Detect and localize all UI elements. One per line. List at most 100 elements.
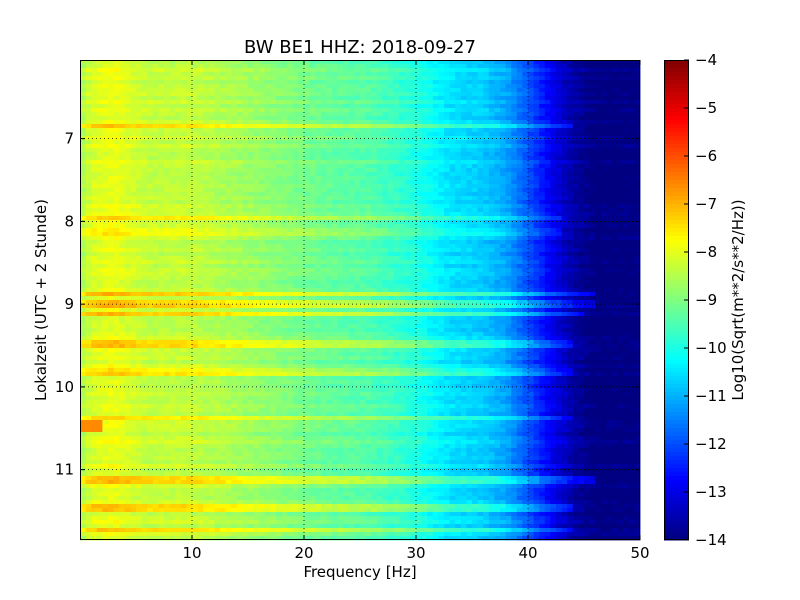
heatmap-cell [365, 240, 372, 245]
heatmap-cell [108, 76, 114, 81]
heatmap-cell [460, 212, 467, 217]
heatmap-cell [248, 140, 254, 145]
heatmap-cell [281, 252, 288, 257]
heatmap-cell [483, 76, 490, 81]
heatmap-cell [236, 220, 243, 225]
heatmap-cell [264, 220, 271, 225]
heatmap-cell [96, 80, 103, 85]
heatmap-cell [589, 60, 596, 65]
heatmap-cell [304, 164, 310, 169]
heatmap-cell [511, 212, 518, 217]
heatmap-cell [449, 160, 456, 165]
heatmap-cell [287, 104, 294, 109]
heatmap-cell [556, 112, 562, 117]
heatmap-cell [388, 208, 394, 213]
heatmap-cell [365, 232, 372, 237]
heatmap-cell [332, 200, 338, 205]
heatmap-cell [544, 160, 551, 165]
heatmap-cell [304, 96, 310, 101]
heatmap-cell [617, 188, 624, 193]
heatmap-cell [337, 252, 344, 257]
heatmap-cell [600, 140, 607, 145]
heatmap-cell [516, 128, 523, 133]
heatmap-cell [533, 124, 540, 129]
heatmap-cell [628, 216, 635, 221]
heatmap-cell [208, 64, 215, 69]
heatmap-cell [119, 236, 126, 241]
heatmap-cell [444, 100, 450, 105]
heatmap-cell [96, 112, 103, 117]
heatmap-cell [298, 252, 305, 257]
heatmap-cell [410, 204, 417, 209]
heatmap-cell [141, 220, 148, 225]
heatmap-cell [315, 136, 322, 141]
heatmap-cell [393, 184, 400, 189]
heatmap-cell [567, 120, 574, 125]
heatmap-cell [444, 224, 450, 229]
heatmap-cell [208, 200, 215, 205]
heatmap-cell [628, 196, 635, 201]
heatmap-cell [634, 100, 641, 105]
heatmap-cell [220, 68, 226, 73]
heatmap-cell [617, 132, 624, 137]
heatmap-cell [404, 60, 411, 65]
heatmap-cell [578, 228, 585, 233]
heatmap-cell [550, 156, 557, 161]
heatmap-cell [544, 140, 551, 145]
heatmap-cell [600, 180, 607, 185]
heatmap-cell [628, 104, 635, 109]
heatmap-cell [584, 256, 590, 261]
heatmap-cell [584, 140, 590, 145]
heatmap-cell [164, 100, 170, 105]
heatmap-cell [192, 76, 198, 81]
heatmap-cell [208, 60, 215, 65]
heatmap-cell [253, 96, 260, 101]
heatmap-cell [242, 236, 249, 241]
heatmap-cell [561, 248, 568, 253]
heatmap-cell [119, 120, 126, 125]
heatmap-cell [500, 148, 506, 153]
heatmap-cell [119, 180, 126, 185]
heatmap-cell [533, 252, 540, 257]
heatmap-cell [220, 204, 226, 209]
heatmap-cell [606, 220, 613, 225]
heatmap-cell [500, 184, 506, 189]
heatmap-cell [556, 244, 562, 249]
heatmap-cell [332, 144, 338, 149]
heatmap-cell [522, 132, 529, 137]
heatmap-cell [584, 152, 590, 157]
heatmap-cell [449, 180, 456, 185]
heatmap-cell [203, 60, 210, 65]
heatmap-cell [85, 212, 92, 217]
heatmap-cell [175, 180, 182, 185]
heatmap-cell [516, 92, 523, 97]
heatmap-cell [264, 184, 271, 189]
heatmap-cell [449, 256, 456, 261]
heatmap-cell [488, 144, 495, 149]
heatmap-cell [623, 88, 630, 93]
heatmap-cell [197, 176, 204, 181]
heatmap-cell [192, 184, 198, 189]
heatmap-cell [309, 120, 316, 125]
heatmap-cell [561, 168, 568, 173]
heatmap-cell [500, 224, 506, 229]
heatmap-cell [119, 224, 126, 229]
heatmap-cell [231, 184, 238, 189]
heatmap-cell [203, 140, 210, 145]
heatmap-cell [528, 152, 534, 157]
heatmap-cell [472, 204, 478, 209]
heatmap-cell [623, 124, 630, 129]
heatmap-cell [572, 108, 579, 113]
heatmap-cell [584, 124, 590, 129]
heatmap-cell [281, 136, 288, 141]
heatmap-cell [567, 168, 574, 173]
heatmap-cell [332, 68, 338, 73]
heatmap-cell [354, 108, 361, 113]
heatmap-cell [533, 96, 540, 101]
heatmap-cell [550, 104, 557, 109]
heatmap-cell [528, 216, 534, 221]
heatmap-cell [343, 84, 350, 89]
heatmap-cell [214, 68, 221, 73]
heatmap-cell [595, 104, 602, 109]
heatmap-cell [460, 240, 467, 245]
